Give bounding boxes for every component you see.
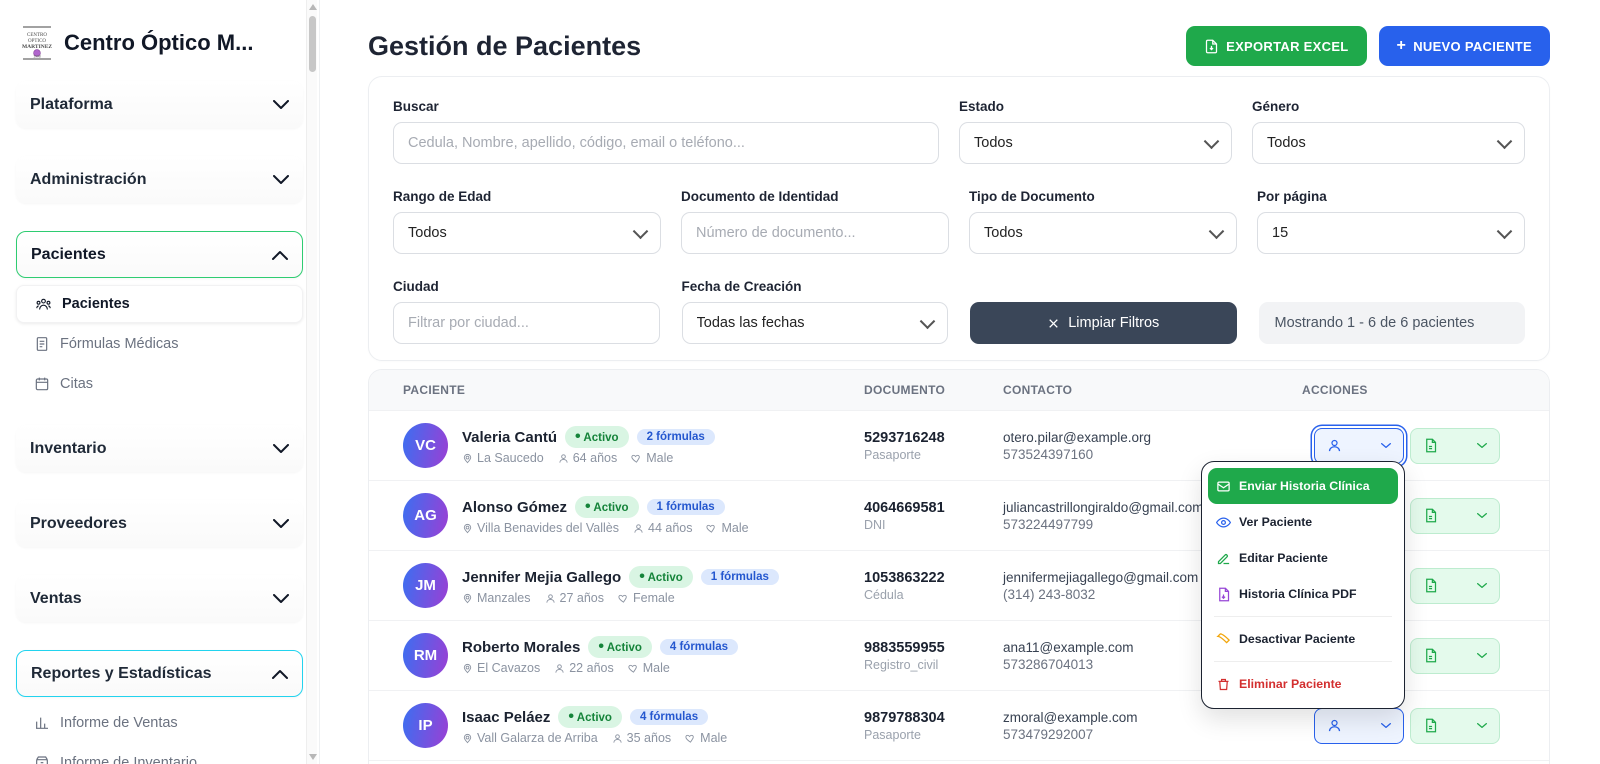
svg-text:1998: 1998 bbox=[33, 55, 41, 59]
svg-text:MARTINEZ: MARTINEZ bbox=[22, 44, 52, 50]
svg-text:CENTRO: CENTRO bbox=[27, 33, 47, 38]
